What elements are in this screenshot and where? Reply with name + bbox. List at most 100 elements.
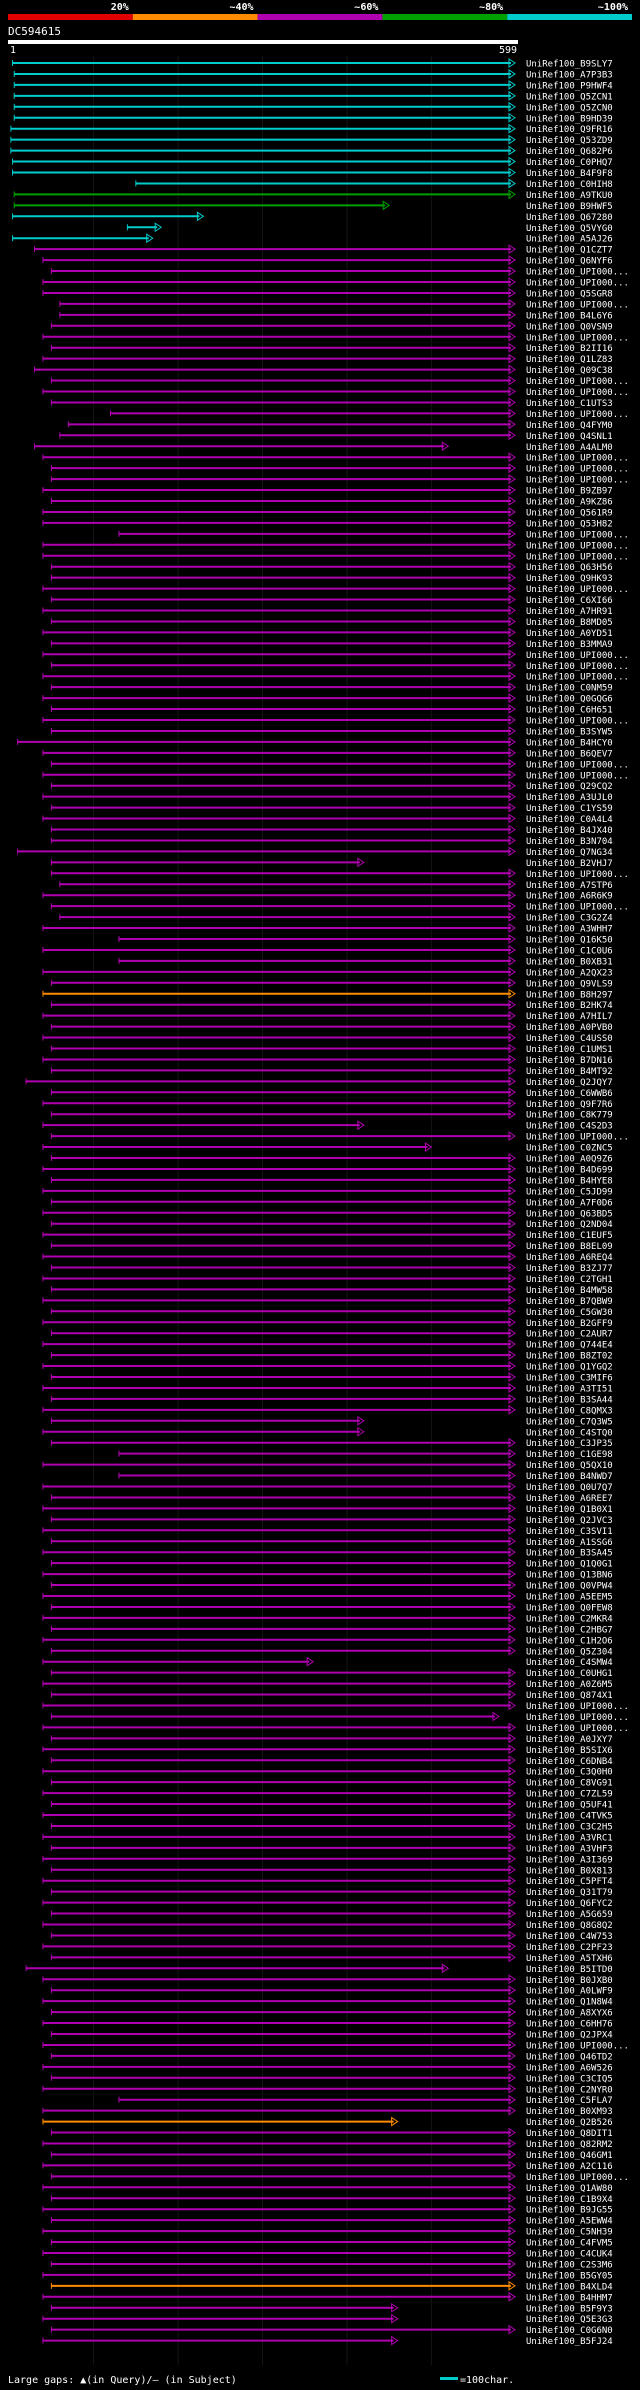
hit-label[interactable]: UniRef100_UPI000...	[526, 268, 629, 278]
hit-label[interactable]: UniRef100_B4HCY0	[526, 738, 613, 748]
hit-row[interactable]: UniRef100_Q8G8Q2	[42, 1919, 613, 1932]
hit-label[interactable]: UniRef100_B3N704	[526, 837, 613, 847]
hit-row[interactable]: UniRef100_C1YS59	[50, 802, 613, 815]
hit-row[interactable]: UniRef100_B4NWD7	[118, 1470, 613, 1483]
hit-row[interactable]: UniRef100_B4HHM7	[42, 2291, 613, 2304]
hit-row[interactable]: UniRef100_B0XM93	[42, 2105, 613, 2118]
hit-row[interactable]: UniRef100_C5PFT4	[42, 1875, 613, 1888]
hit-row[interactable]: UniRef100_Q6FYC2	[42, 1897, 613, 1910]
hit-label[interactable]: UniRef100_B4D699	[526, 1165, 613, 1175]
hit-label[interactable]: UniRef100_UPI000...	[526, 760, 629, 770]
hit-label[interactable]: UniRef100_B5FJ24	[526, 2337, 613, 2347]
hit-label[interactable]: UniRef100_B8EL09	[526, 1242, 613, 1252]
hit-row[interactable]: UniRef100_Q6NYF6	[42, 255, 613, 267]
hit-label[interactable]: UniRef100_C0ZNC5	[526, 1144, 613, 1154]
hit-row[interactable]: UniRef100_A0Q9Z6	[50, 1153, 613, 1165]
hit-label[interactable]: UniRef100_C0PHQ7	[526, 158, 613, 168]
hit-row[interactable]: UniRef100_C0A4L4	[42, 813, 613, 826]
hit-label[interactable]: UniRef100_B4NWD7	[526, 1472, 613, 1482]
hit-row[interactable]: UniRef100_Q1LZ83	[42, 353, 613, 366]
hit-label[interactable]: UniRef100_C6HH76	[526, 2020, 613, 2030]
hit-label[interactable]: UniRef100_Q67280	[526, 213, 613, 223]
hit-row[interactable]: UniRef100_UPI000...	[42, 1700, 629, 1713]
hit-row[interactable]: UniRef100_A5AJ26	[12, 233, 613, 245]
hit-label[interactable]: UniRef100_C4W753	[526, 1932, 613, 1942]
hit-label[interactable]: UniRef100_A0Z6M5	[526, 1680, 613, 1690]
hit-label[interactable]: UniRef100_Q1LZ83	[526, 355, 613, 365]
hit-label[interactable]: UniRef100_A0LWF9	[526, 1987, 613, 1997]
hit-label[interactable]: UniRef100_C5GW30	[526, 1308, 613, 1318]
hit-row[interactable]: UniRef100_B5SIX6	[42, 1744, 613, 1756]
hit-label[interactable]: UniRef100_A3VRC1	[526, 1833, 613, 1843]
hit-row[interactable]: UniRef100_C6XI66	[50, 594, 613, 607]
hit-label[interactable]: UniRef100_UPI000...	[526, 410, 629, 420]
hit-row[interactable]: UniRef100_C8QMX3	[42, 1404, 613, 1417]
hit-label[interactable]: UniRef100_C2AUR7	[526, 1330, 613, 1340]
hit-label[interactable]: UniRef100_UPI000...	[526, 651, 629, 661]
hit-row[interactable]: UniRef100_C3MIF6	[50, 1372, 613, 1384]
hit-label[interactable]: UniRef100_Q744E4	[526, 1341, 613, 1351]
hit-label[interactable]: UniRef100_C0A4L4	[526, 815, 613, 825]
hit-row[interactable]: UniRef100_Q561R9	[42, 507, 613, 519]
hit-row[interactable]: UniRef100_A6REQ4	[42, 1251, 613, 1264]
hit-row[interactable]: UniRef100_UPI000...	[50, 660, 629, 672]
hit-row[interactable]: UniRef100_Q5Z304	[50, 1645, 613, 1658]
hit-label[interactable]: UniRef100_A7STP6	[526, 881, 613, 891]
hit-row[interactable]: UniRef100_Q09C38	[33, 364, 613, 377]
hit-row[interactable]: UniRef100_A2QX23	[42, 966, 613, 979]
hit-label[interactable]: UniRef100_Q2B526	[526, 2118, 613, 2128]
hit-label[interactable]: UniRef100_B0XB31	[526, 957, 613, 967]
hit-row[interactable]: UniRef100_Q2ND04	[50, 1218, 613, 1231]
hit-row[interactable]: UniRef100_Q8DIT1	[50, 2127, 613, 2140]
hit-label[interactable]: UniRef100_UPI000...	[526, 279, 629, 289]
hit-label[interactable]: UniRef100_Q9VLS9	[526, 979, 613, 989]
hit-label[interactable]: UniRef100_A6REE7	[526, 1494, 613, 1504]
hit-label[interactable]: UniRef100_A3UJL0	[526, 793, 613, 803]
hit-label[interactable]: UniRef100_A5TXH6	[526, 1954, 613, 1964]
hit-label[interactable]: UniRef100_Q2JPX4	[526, 2031, 613, 2041]
hit-label[interactable]: UniRef100_C4CUK4	[526, 2250, 613, 2260]
hit-label[interactable]: UniRef100_C6DNB4	[526, 1757, 613, 1767]
hit-row[interactable]: UniRef100_A5EWW4	[50, 2215, 613, 2227]
hit-row[interactable]: UniRef100_A5TXH6	[50, 1952, 613, 1964]
hit-label[interactable]: UniRef100_Q5UF41	[526, 1801, 613, 1811]
hit-row[interactable]: UniRef100_C0PHQ7	[12, 156, 613, 169]
hit-label[interactable]: UniRef100_Q16K50	[526, 936, 613, 946]
hit-row[interactable]: UniRef100_A4ALM0	[33, 441, 613, 453]
hit-label[interactable]: UniRef100_B9ZB97	[526, 487, 613, 497]
hit-row[interactable]: UniRef100_B4JX40	[50, 824, 613, 837]
hit-row[interactable]: UniRef100_B5ITD0	[25, 1963, 613, 1975]
hit-label[interactable]: UniRef100_Q5E3G3	[526, 2315, 613, 2325]
hit-row[interactable]: UniRef100_UPI000...	[50, 2171, 629, 2183]
hit-label[interactable]: UniRef100_B2HK74	[526, 1001, 613, 1011]
hit-row[interactable]: UniRef100_C2PF23	[42, 1941, 613, 1953]
hit-row[interactable]: UniRef100_B3SA45	[42, 1547, 613, 1559]
hit-row[interactable]: UniRef100_B9SLY7	[12, 58, 613, 70]
hit-row[interactable]: UniRef100_C3Q0H0	[42, 1766, 613, 1778]
hit-label[interactable]: UniRef100_B3ZJ77	[526, 1264, 613, 1274]
hit-row[interactable]: UniRef100_C1UTS3	[50, 397, 613, 409]
hit-label[interactable]: UniRef100_C1EUF5	[526, 1231, 613, 1241]
hit-row[interactable]: UniRef100_UPI000...	[109, 408, 629, 420]
hit-label[interactable]: UniRef100_Q8DIT1	[526, 2129, 613, 2139]
hit-label[interactable]: UniRef100_Q46GM1	[526, 2151, 613, 2161]
hit-label[interactable]: UniRef100_UPI000...	[526, 585, 629, 595]
hit-label[interactable]: UniRef100_B2GFF9	[526, 1319, 613, 1329]
hit-row[interactable]: UniRef100_C6H651	[50, 704, 613, 716]
hit-label[interactable]: UniRef100_B9SLY7	[526, 60, 613, 70]
hit-label[interactable]: UniRef100_Q874X1	[526, 1691, 613, 1701]
hit-row[interactable]: UniRef100_A3WHH7	[42, 923, 613, 935]
hit-label[interactable]: UniRef100_Q0VPW4	[526, 1582, 613, 1592]
hit-row[interactable]: UniRef100_C6WWB6	[50, 1087, 613, 1099]
hit-row[interactable]: UniRef100_UPI000...	[50, 474, 629, 486]
hit-label[interactable]: UniRef100_C3SVI1	[526, 1527, 613, 1537]
hit-row[interactable]: UniRef100_Q16K50	[118, 934, 613, 946]
hit-label[interactable]: UniRef100_C1GE98	[526, 1450, 613, 1460]
hit-row[interactable]: UniRef100_C5GW30	[50, 1306, 613, 1318]
hit-label[interactable]: UniRef100_C4STQ0	[526, 1428, 613, 1438]
hit-row[interactable]: UniRef100_Q82RM2	[42, 2138, 613, 2151]
hit-label[interactable]: UniRef100_UPI000...	[526, 530, 629, 540]
hit-row[interactable]: UniRef100_Q31T79	[50, 1886, 613, 1899]
hit-row[interactable]: UniRef100_B8MD05	[50, 616, 613, 628]
hit-label[interactable]: UniRef100_C2PF23	[526, 1943, 613, 1953]
